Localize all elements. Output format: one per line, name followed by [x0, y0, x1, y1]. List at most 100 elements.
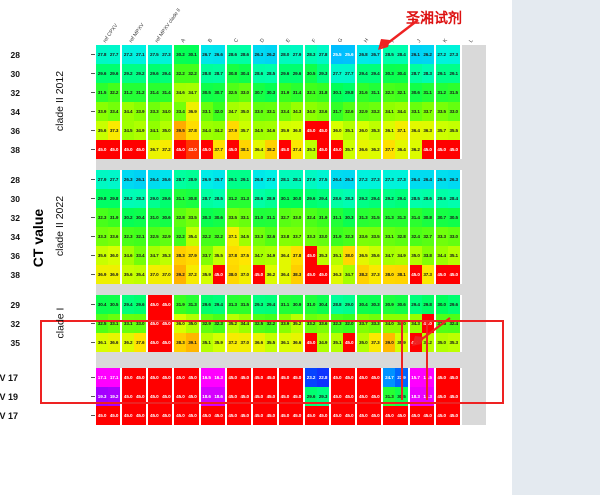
heatmap-cell: 18.6 [200, 387, 213, 406]
heatmap-cell: 35.1 [200, 333, 213, 352]
heatmap-cell: 28.6 [252, 189, 265, 208]
heatmap-cell [473, 64, 486, 83]
heatmap-cell: 27.3 [383, 170, 396, 189]
heatmap-cell: 33.4 [278, 102, 291, 121]
heatmap-cell: 30.9 [290, 295, 303, 314]
heatmap-cell: 45.0 [212, 406, 225, 425]
heatmap-cell: 34.7 [186, 83, 199, 102]
heatmap-cell: 26.3 [343, 170, 356, 189]
column-separator [329, 246, 332, 265]
heatmap-cell: 33.8 [421, 246, 434, 265]
heatmap-cell: 33.4 [134, 246, 147, 265]
column-separator [224, 140, 227, 159]
column-separator [407, 170, 410, 189]
heatmap-cell: 35.4 [186, 227, 199, 246]
column-separator [276, 83, 279, 102]
column-separator [172, 102, 175, 121]
heatmap-cell: 45.0 [238, 387, 251, 406]
heatmap-cell: 34.7 [252, 246, 265, 265]
column-separator [120, 246, 123, 265]
heatmap-cell: 26.4 [148, 170, 161, 189]
heatmap-cell: 28.5 [264, 64, 277, 83]
heatmap-cell: 26.2 [421, 45, 434, 64]
column-separator [329, 170, 332, 189]
heatmap-cell: 36.6 [252, 333, 265, 352]
column-separator [329, 64, 332, 83]
heatmap-cell: 34.3 [290, 102, 303, 121]
column-separator [120, 64, 123, 83]
heatmap-cell: 29.2 [122, 64, 135, 83]
column-separator [303, 246, 305, 265]
column-separator [172, 265, 175, 284]
column-separator [381, 246, 384, 265]
control-row-label: CPXV 19 [0, 392, 18, 402]
heatmap-cell: 32.1 [395, 83, 408, 102]
heatmap-cell: 28.3 [305, 45, 318, 64]
heatmap-cell: 33.5 [435, 102, 448, 121]
heatmap-cell: 27.3 [447, 45, 460, 64]
heatmap-cell: 30.2 [174, 45, 187, 64]
heatmap-cell: 27.2 [122, 45, 135, 64]
heatmap-cell: 28.7 [174, 170, 187, 189]
heatmap-cell: 32.3 [383, 83, 396, 102]
heatmap-cell: 17.1 [96, 368, 109, 387]
column-separator [459, 333, 462, 352]
heatmap-cell: 33.6 [357, 227, 370, 246]
heatmap-cell: 45.0 [305, 121, 318, 140]
heatmap-cell: 45.0 [331, 140, 344, 159]
column-separator [433, 121, 436, 140]
column-separator [355, 368, 358, 387]
heatmap-cell: 45.0 [160, 295, 173, 314]
column-separator [355, 246, 358, 265]
heatmap-cell: 45.0 [148, 368, 161, 387]
column-separator [198, 314, 201, 333]
column-separator [407, 227, 410, 246]
column-separator [407, 314, 410, 333]
heatmap-cell: 28.7 [200, 189, 213, 208]
heatmap-cell: 37.8 [290, 246, 303, 265]
heatmap-cell: 28.4 [395, 45, 408, 64]
heatmap-cell: 45.0 [186, 368, 199, 387]
heatmap-cell: 30.0 [435, 295, 448, 314]
heatmap-cell: 32.3 [343, 227, 356, 246]
heatmap-cell: 45.0 [317, 265, 330, 284]
heatmap-cell: 34.6 [122, 246, 135, 265]
column-separator [355, 170, 358, 189]
column-separator [172, 368, 175, 387]
heatmap-cell [461, 45, 474, 64]
heatmap-cell: 36.2 [409, 140, 422, 159]
column-separator [381, 45, 384, 64]
heatmap-cell: 36.4 [252, 140, 265, 159]
heatmap-cell: 29.6 [160, 189, 173, 208]
heatmap-cell: 34.5 [122, 121, 135, 140]
heatmap-row: 27.9 27.7 26.3 26.1 26.4 26.6 28.7 28.9 26.9 26.7… [96, 170, 486, 189]
heatmap-cell: 45.0 [435, 368, 448, 387]
column-separator [198, 121, 201, 140]
heatmap-cell: 16.3 [212, 368, 225, 387]
heatmap-cell: 43.0 [186, 140, 199, 159]
heatmap-cell: 26.6 [160, 170, 173, 189]
heatmap-cell: 45.0 [226, 140, 239, 159]
heatmap-cell: 36.4 [409, 121, 422, 140]
heatmap-cell: 27.2 [357, 170, 370, 189]
heatmap-cell: 29.2 [357, 189, 370, 208]
heatmap-cell [473, 170, 486, 189]
heatmap-cell: 36.5 [357, 246, 370, 265]
column-separator [381, 64, 384, 83]
column-separator [459, 406, 462, 425]
heatmap-cell: 31.0 [148, 208, 161, 227]
heatmap-cell: 33.3 [96, 227, 109, 246]
column-label: ref MPXV [128, 22, 146, 44]
column-separator [224, 102, 227, 121]
highlight-line-right [426, 320, 428, 400]
heatmap-cell: 26.4 [421, 170, 434, 189]
heatmap-cell: 33.2 [305, 314, 318, 333]
heatmap-cell [473, 140, 486, 159]
heatmap-cell: 34.3 [409, 314, 422, 333]
column-separator [303, 314, 305, 333]
heatmap-cell: 30.7 [252, 83, 265, 102]
heatmap-cell: 36.4 [395, 140, 408, 159]
column-separator [303, 121, 305, 140]
column-separator [329, 140, 332, 159]
heatmap-cell: 27.7 [343, 64, 356, 83]
